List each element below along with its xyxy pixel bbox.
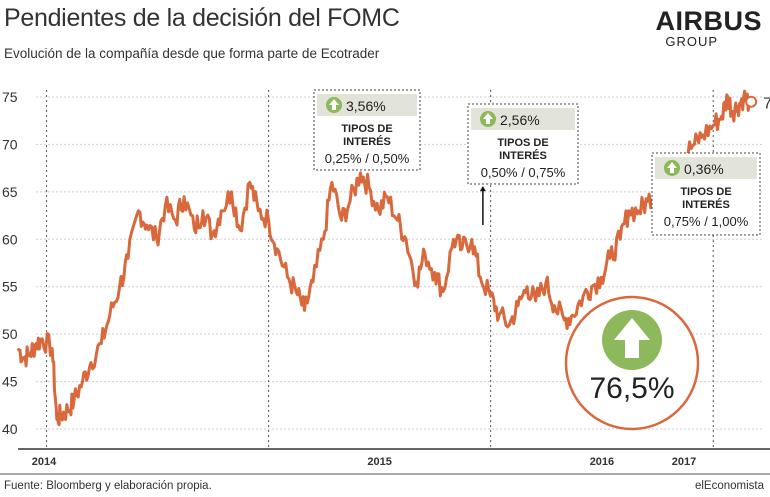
annotation-arrowhead <box>479 186 486 192</box>
up-arrow-glyph <box>329 99 339 110</box>
chart-subtitle: Evolución de la compañía desde que forma… <box>4 46 380 61</box>
annotation-label: TIPOS DE <box>341 123 392 135</box>
annotation-change: 3,56% <box>346 98 386 114</box>
x-tick-label: 2017 <box>672 456 696 468</box>
airbus-logo: AIRBUS GROUP <box>655 6 762 49</box>
annotation-badge <box>655 157 757 179</box>
last-point-marker <box>745 95 758 108</box>
y-tick-label: 75 <box>2 89 18 105</box>
annotation-label: INTERÉS <box>343 135 391 148</box>
annotation-badge <box>471 108 575 130</box>
up-arrow-glyph <box>483 113 493 124</box>
y-tick-label: 50 <box>2 326 18 342</box>
logo-sub-text: GROUP <box>665 34 718 49</box>
annotation-label: TIPOS DE <box>497 137 548 149</box>
logo-main-text: AIRBUS <box>655 6 762 36</box>
source-note: Fuente: Bloomberg y elaboración propia. <box>4 480 212 492</box>
x-tick-label: 2016 <box>590 456 614 468</box>
y-tick-label: 60 <box>2 231 18 247</box>
annotation-rates: 0,75% / 1,00% <box>664 214 749 229</box>
y-tick-label: 40 <box>2 421 18 437</box>
y-tick-label: 70 <box>2 136 18 152</box>
last-point-label: 74,5 <box>763 96 770 113</box>
price-line <box>16 89 751 427</box>
annotation-badge <box>317 94 417 116</box>
up-arrow-glyph <box>667 162 677 173</box>
x-tick-label: 2014 <box>32 456 57 468</box>
annotation-label: INTERÉS <box>682 198 730 211</box>
annotation-rates: 0,25% / 0,50% <box>325 151 410 166</box>
annotation-label: INTERÉS <box>499 149 547 162</box>
x-tick-label: 2015 <box>367 456 391 468</box>
publisher-brand: elEconomista <box>694 480 764 492</box>
total-change-value: 76,5% <box>589 372 674 405</box>
y-tick-label: 45 <box>2 374 18 390</box>
big-up-arrow-glyph <box>614 318 650 358</box>
annotation-rates: 0,50% / 0,75% <box>481 165 566 180</box>
y-tick-label: 55 <box>2 279 18 295</box>
chart-title: Pendientes de la decisión del FOMC <box>4 4 400 32</box>
annotation-change: 2,56% <box>500 112 540 128</box>
y-tick-label: 65 <box>2 184 18 200</box>
annotation-label: TIPOS DE <box>680 186 731 198</box>
annotation-change: 0,36% <box>684 161 724 177</box>
